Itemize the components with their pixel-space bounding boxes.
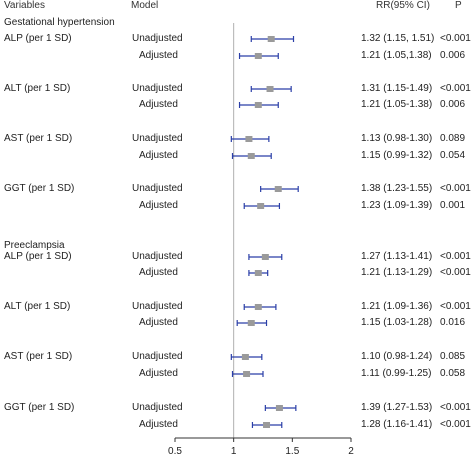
point-estimate-marker xyxy=(245,136,253,142)
row-model-label: Adjusted xyxy=(139,200,178,211)
section-title-preeclampsia: Preeclampsia xyxy=(4,240,65,251)
point-estimate-marker xyxy=(254,270,262,276)
point-estimate-marker xyxy=(247,153,255,159)
x-tick-label: 1 xyxy=(231,446,237,456)
row-p-value-label: 0.006 xyxy=(440,99,466,110)
row-rr-ci-label: 1.28 (1.16-1.41) xyxy=(361,419,433,430)
row-p-value-label: 0.089 xyxy=(440,133,466,144)
row-rr-ci-label: 1.13 (0.98-1.30) xyxy=(361,133,433,144)
point-estimate-marker xyxy=(243,371,251,377)
row-rr-ci-label: 1.15 (0.99-1.32) xyxy=(361,150,433,161)
column-header-rr: RR(95% CI) xyxy=(376,0,430,11)
row-p-value-label: 0.058 xyxy=(440,368,466,379)
row-rr-ci-label: 1.11 (0.99-1.25) xyxy=(361,368,432,379)
row-model-label: Adjusted xyxy=(139,317,178,328)
row-p-value-label: <0.001 xyxy=(440,301,471,312)
row-p-value-label: <0.001 xyxy=(440,33,471,44)
row-rr-ci-label: 1.21 (1.09-1.36) xyxy=(361,301,433,312)
row-rr-ci-label: 1.21 (1.13-1.29) xyxy=(361,267,433,278)
row-p-value-label: 0.085 xyxy=(440,351,466,362)
row-rr-ci-label: 1.21 (1.05-1.38) xyxy=(361,99,433,110)
point-estimate-marker xyxy=(241,354,249,360)
row-variable-label: ALP (per 1 SD) xyxy=(4,33,72,44)
row-p-value-label: <0.001 xyxy=(440,267,471,278)
row-p-value-label: 0.001 xyxy=(440,200,466,211)
row-model-label: Unadjusted xyxy=(132,183,183,194)
column-header-variables: Variables xyxy=(4,0,45,11)
row-rr-ci-label: 1.32 (1.15, 1.51) xyxy=(361,33,435,44)
row-rr-ci-label: 1.10 (0.98-1.24) xyxy=(361,351,433,362)
x-tick-label: 0.5 xyxy=(168,446,182,456)
row-p-value-label: <0.001 xyxy=(440,183,471,194)
row-model-label: Unadjusted xyxy=(132,301,183,312)
section-title-gestational-hypertension: Gestational hypertension xyxy=(4,17,115,28)
row-variable-label: GGT (per 1 SD) xyxy=(4,183,75,194)
row-p-value-label: <0.001 xyxy=(440,402,471,413)
row-model-label: Unadjusted xyxy=(132,83,183,94)
row-p-value-label: 0.054 xyxy=(440,150,466,161)
row-variable-label: ALP (per 1 SD) xyxy=(4,251,72,262)
row-rr-ci-label: 1.39 (1.27-1.53) xyxy=(361,402,433,413)
row-rr-ci-label: 1.21 (1.05,1.38) xyxy=(361,50,432,61)
row-variable-label: AST (per 1 SD) xyxy=(4,133,73,144)
point-estimate-marker xyxy=(275,405,283,411)
row-model-label: Adjusted xyxy=(139,99,178,110)
point-estimate-marker xyxy=(274,186,282,192)
column-header-p: P xyxy=(455,0,462,11)
row-model-label: Adjusted xyxy=(139,50,178,61)
point-estimate-marker xyxy=(261,254,269,260)
x-tick-label: 1.5 xyxy=(285,446,299,456)
row-model-label: Adjusted xyxy=(139,419,178,430)
point-estimate-marker xyxy=(254,53,262,59)
row-variable-label: ALT (per 1 SD) xyxy=(4,301,71,312)
row-p-value-label: <0.001 xyxy=(440,419,471,430)
row-model-label: Unadjusted xyxy=(132,402,183,413)
row-p-value-label: 0.006 xyxy=(440,50,466,61)
row-p-value-label: <0.001 xyxy=(440,83,471,94)
row-rr-ci-label: 1.15 (1.03-1.28) xyxy=(361,317,433,328)
row-model-label: Unadjusted xyxy=(132,133,183,144)
row-rr-ci-label: 1.23 (1.09-1.39) xyxy=(361,200,433,211)
row-model-label: Adjusted xyxy=(139,368,178,379)
row-model-label: Unadjusted xyxy=(132,251,183,262)
row-model-label: Adjusted xyxy=(139,267,178,278)
row-model-label: Unadjusted xyxy=(132,33,183,44)
point-estimate-marker xyxy=(254,102,262,108)
row-p-value-label: 0.016 xyxy=(440,317,466,328)
point-estimate-marker xyxy=(267,36,275,42)
row-rr-ci-label: 1.31 (1.15-1.49) xyxy=(361,83,433,94)
column-header-model: Model xyxy=(131,0,159,11)
row-rr-ci-label: 1.38 (1.23-1.55) xyxy=(361,183,433,194)
row-model-label: Adjusted xyxy=(139,150,178,161)
x-tick-label: 2 xyxy=(348,446,354,456)
point-estimate-marker xyxy=(254,304,262,310)
row-model-label: Unadjusted xyxy=(132,351,183,362)
point-estimate-marker xyxy=(266,86,274,92)
row-variable-label: ALT (per 1 SD) xyxy=(4,83,71,94)
row-variable-label: GGT (per 1 SD) xyxy=(4,402,75,413)
row-variable-label: AST (per 1 SD) xyxy=(4,351,73,362)
point-estimate-marker xyxy=(247,320,255,326)
row-p-value-label: <0.001 xyxy=(440,251,471,262)
row-rr-ci-label: 1.27 (1.13-1.41) xyxy=(361,251,433,262)
point-estimate-marker xyxy=(263,422,271,428)
point-estimate-marker xyxy=(257,203,265,209)
